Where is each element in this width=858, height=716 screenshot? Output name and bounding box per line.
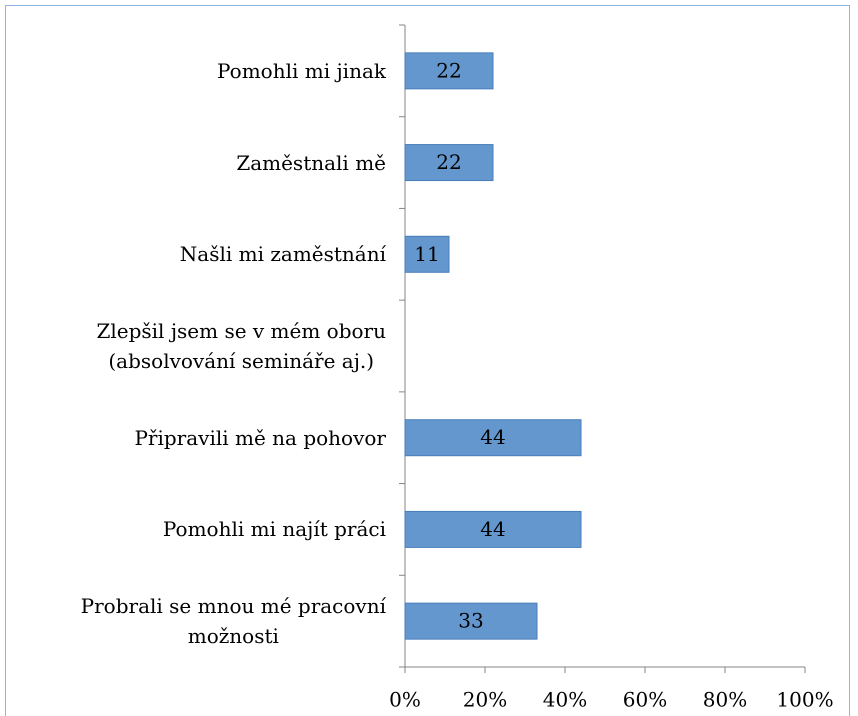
x-tick-label: 40% [543, 688, 587, 712]
bar [404, 235, 450, 273]
bar [404, 510, 582, 548]
bar [404, 419, 582, 457]
value-label: 22 [436, 150, 461, 174]
x-tick-label: 80% [703, 688, 747, 712]
value-label: 33 [458, 609, 483, 633]
value-label: 11 [414, 242, 439, 266]
chart-frame [5, 5, 850, 716]
y-tick-label: Připravili mě na pohovor [134, 425, 386, 450]
y-tick-label: Zlepšil jsem se v mém oboru (absolvování… [96, 319, 386, 373]
y-tick-label: Našli mi zaměstnání [179, 242, 386, 267]
x-tick-label: 20% [463, 688, 507, 712]
x-tick-label: 0% [389, 688, 421, 712]
x-tick-label: 100% [776, 688, 833, 712]
value-label: 44 [480, 517, 505, 541]
y-tick-label: Pomohli mi jinak [217, 58, 386, 83]
value-label: 22 [436, 58, 461, 82]
x-tick-label: 60% [623, 688, 667, 712]
y-tick-label: Probrali se mnou mé pracovní možnosti [80, 594, 386, 649]
y-tick-label: Pomohli mi najít práci [162, 517, 386, 542]
bar [404, 52, 494, 90]
bar [404, 602, 538, 640]
bar [404, 144, 494, 182]
y-tick-label: Zaměstnali mě [236, 150, 386, 175]
value-label: 44 [480, 425, 505, 449]
